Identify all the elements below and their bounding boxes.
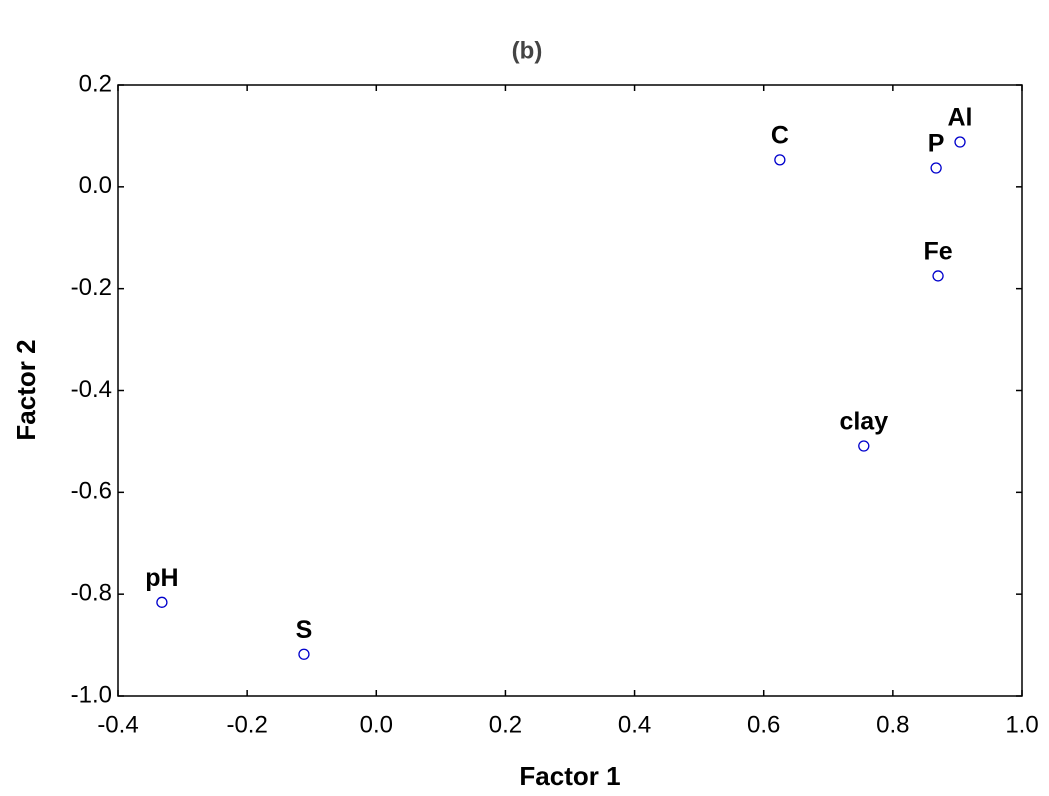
- x-tick-label: -0.2: [226, 711, 267, 738]
- y-tick-label: -0.2: [71, 274, 112, 301]
- point-label: P: [928, 130, 945, 158]
- x-axis-title: Factor 1: [519, 761, 620, 791]
- x-tick-label: 0.6: [747, 711, 780, 738]
- x-tick-label: 0.0: [360, 711, 393, 738]
- y-tick-label: 0.2: [79, 70, 112, 97]
- point-label: C: [771, 121, 789, 149]
- x-tick-label: -0.4: [97, 711, 138, 738]
- y-tick-label: -0.8: [71, 580, 112, 607]
- point-label: Fe: [923, 238, 952, 266]
- point: [954, 136, 966, 148]
- y-tick-label: -0.6: [71, 478, 112, 505]
- point: [932, 270, 944, 282]
- point-label: S: [296, 616, 313, 644]
- y-tick-label: 0.0: [79, 172, 112, 199]
- point: [156, 596, 168, 608]
- y-tick-label: -1.0: [71, 681, 112, 708]
- point-label: Al: [948, 104, 973, 132]
- x-tick-label: 0.4: [618, 711, 651, 738]
- x-tick-label: 1.0: [1005, 711, 1038, 738]
- chart-title: (b): [512, 37, 543, 64]
- x-tick-label: 0.8: [876, 711, 909, 738]
- y-axis-title: Factor 2: [11, 339, 41, 440]
- point: [774, 154, 786, 166]
- y-tick-label: -0.4: [71, 376, 112, 403]
- point: [930, 162, 942, 174]
- point-label: clay: [839, 408, 888, 436]
- x-tick-label: 0.2: [489, 711, 522, 738]
- point: [298, 648, 310, 660]
- point: [858, 440, 870, 452]
- point-label: pH: [145, 564, 178, 592]
- plot-frame: [117, 84, 1023, 697]
